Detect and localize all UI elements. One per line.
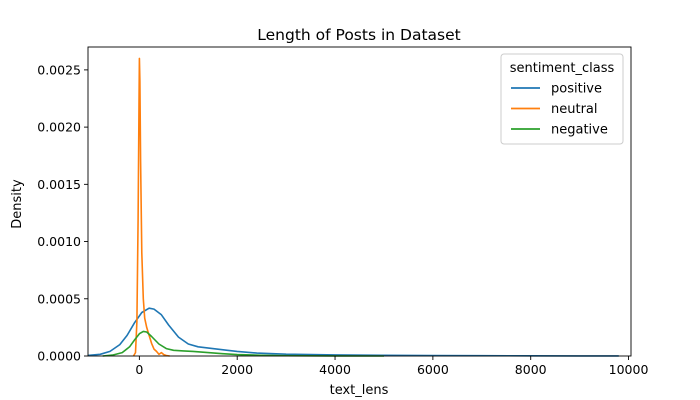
x-tick-label: 2000: [221, 362, 253, 377]
y-tick-label: 0.0005: [37, 291, 81, 306]
x-axis-label: text_lens: [330, 383, 389, 398]
plot-frame: [87, 46, 632, 357]
y-tick-label: 0.0015: [37, 177, 81, 192]
y-tick-label: 0.0020: [37, 120, 81, 135]
y-tick-label: 0.0010: [37, 234, 81, 249]
legend-frame: [500, 53, 624, 145]
x-tick-label: 0: [135, 362, 143, 377]
legend: sentiment_class positive neutral negative: [500, 53, 624, 145]
y-tick-label: 0.0000: [37, 349, 81, 364]
series-line-positive: [87, 307, 619, 357]
y-axis-label: Density: [10, 179, 25, 229]
x-axis: 0 2000 4000 6000 8000 10000: [135, 356, 648, 377]
x-tick-label: 8000: [515, 362, 547, 377]
series-line-neutral: [132, 57, 170, 357]
plot-area: [87, 46, 632, 357]
x-tick-label: 10000: [609, 362, 649, 377]
x-tick-label: 6000: [417, 362, 449, 377]
x-tick-label: 4000: [319, 362, 351, 377]
series-line-negative: [102, 330, 385, 357]
legend-label-neutral: neutral: [551, 102, 598, 117]
y-tick-label: 0.0025: [37, 62, 81, 77]
y-axis: 0.0000 0.0005 0.0010 0.0015 0.0020 0.0025: [37, 62, 88, 364]
legend-label-positive: positive: [551, 82, 602, 97]
legend-entries: positive neutral negative: [511, 82, 608, 138]
legend-label-negative: negative: [551, 123, 608, 138]
chart-title: Length of Posts in Dataset: [257, 26, 460, 44]
legend-title: sentiment_class: [510, 61, 615, 76]
